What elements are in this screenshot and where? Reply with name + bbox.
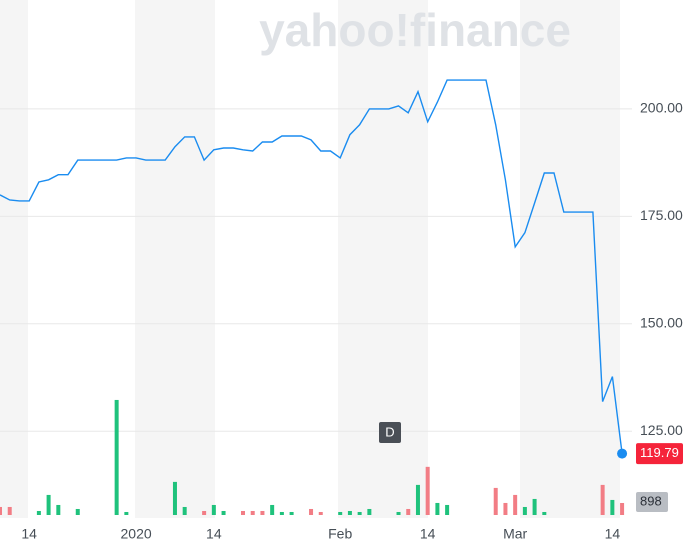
x-tick-label: 14 (21, 526, 37, 542)
x-tick-label: 14 (420, 526, 436, 542)
price-line (0, 79, 623, 454)
volume-bar (396, 511, 401, 515)
last-volume-label: 898 (640, 493, 662, 508)
volume-bar (532, 498, 537, 515)
y-tick-label: 200.00 (640, 100, 683, 116)
y-tick-label: 150.00 (640, 314, 683, 330)
volume-bar (445, 504, 450, 515)
last-volume-badge (636, 492, 668, 512)
volume-bar (620, 502, 625, 515)
watermark: yahoo!finance (259, 4, 571, 56)
volume-bar (124, 511, 129, 515)
band (520, 0, 620, 518)
volume-bar (182, 506, 187, 515)
volume-bar (172, 481, 177, 515)
volume-bar (289, 511, 294, 515)
x-tick-label: 14 (605, 526, 621, 542)
volume-bar (610, 499, 615, 515)
volume-bar (260, 510, 265, 515)
interval-badge-bg (379, 422, 401, 443)
y-tick-label: 125.00 (640, 422, 683, 438)
volume-bar (56, 504, 61, 515)
x-tick-label: Feb (328, 526, 352, 542)
volume-bar (415, 484, 420, 515)
volume-bar (367, 508, 372, 515)
volume-bar (347, 510, 352, 515)
band (135, 0, 215, 518)
last-price-label: 119.79 (640, 445, 679, 460)
volume-bar (513, 494, 518, 515)
last-price-badge (636, 443, 683, 465)
volume-bar (522, 506, 527, 515)
volume-bar (406, 508, 411, 515)
volume-bar (357, 511, 362, 515)
volume-bar (7, 506, 12, 515)
band (0, 0, 28, 518)
volume-bar (0, 506, 2, 515)
interval-badge: D (385, 424, 394, 439)
volume-bar (36, 510, 41, 515)
x-tick-label: Mar (503, 526, 527, 542)
last-point (617, 448, 628, 459)
volume-bar (250, 510, 255, 515)
volume-bar (221, 510, 226, 515)
volume-bar (211, 504, 216, 515)
volume-bar (503, 502, 508, 515)
volume-bar (241, 510, 245, 515)
x-tick-label: 2020 (121, 526, 152, 542)
volume-bar (202, 510, 207, 515)
x-tick-label: 14 (206, 526, 222, 542)
volume-bar (46, 494, 51, 515)
volume-bar (542, 511, 547, 515)
volume-bar (435, 502, 440, 515)
volume-bar (309, 508, 314, 515)
y-tick-label: 175.00 (640, 207, 683, 223)
volume-bar (114, 399, 119, 515)
volume-bar (600, 484, 605, 515)
volume-bar (270, 504, 275, 515)
volume-bar (75, 508, 80, 515)
volume-bar (318, 511, 323, 515)
volume-bar (493, 487, 498, 515)
volume-bar (425, 466, 430, 515)
volume-bar (338, 511, 343, 515)
volume-bar (279, 511, 284, 515)
